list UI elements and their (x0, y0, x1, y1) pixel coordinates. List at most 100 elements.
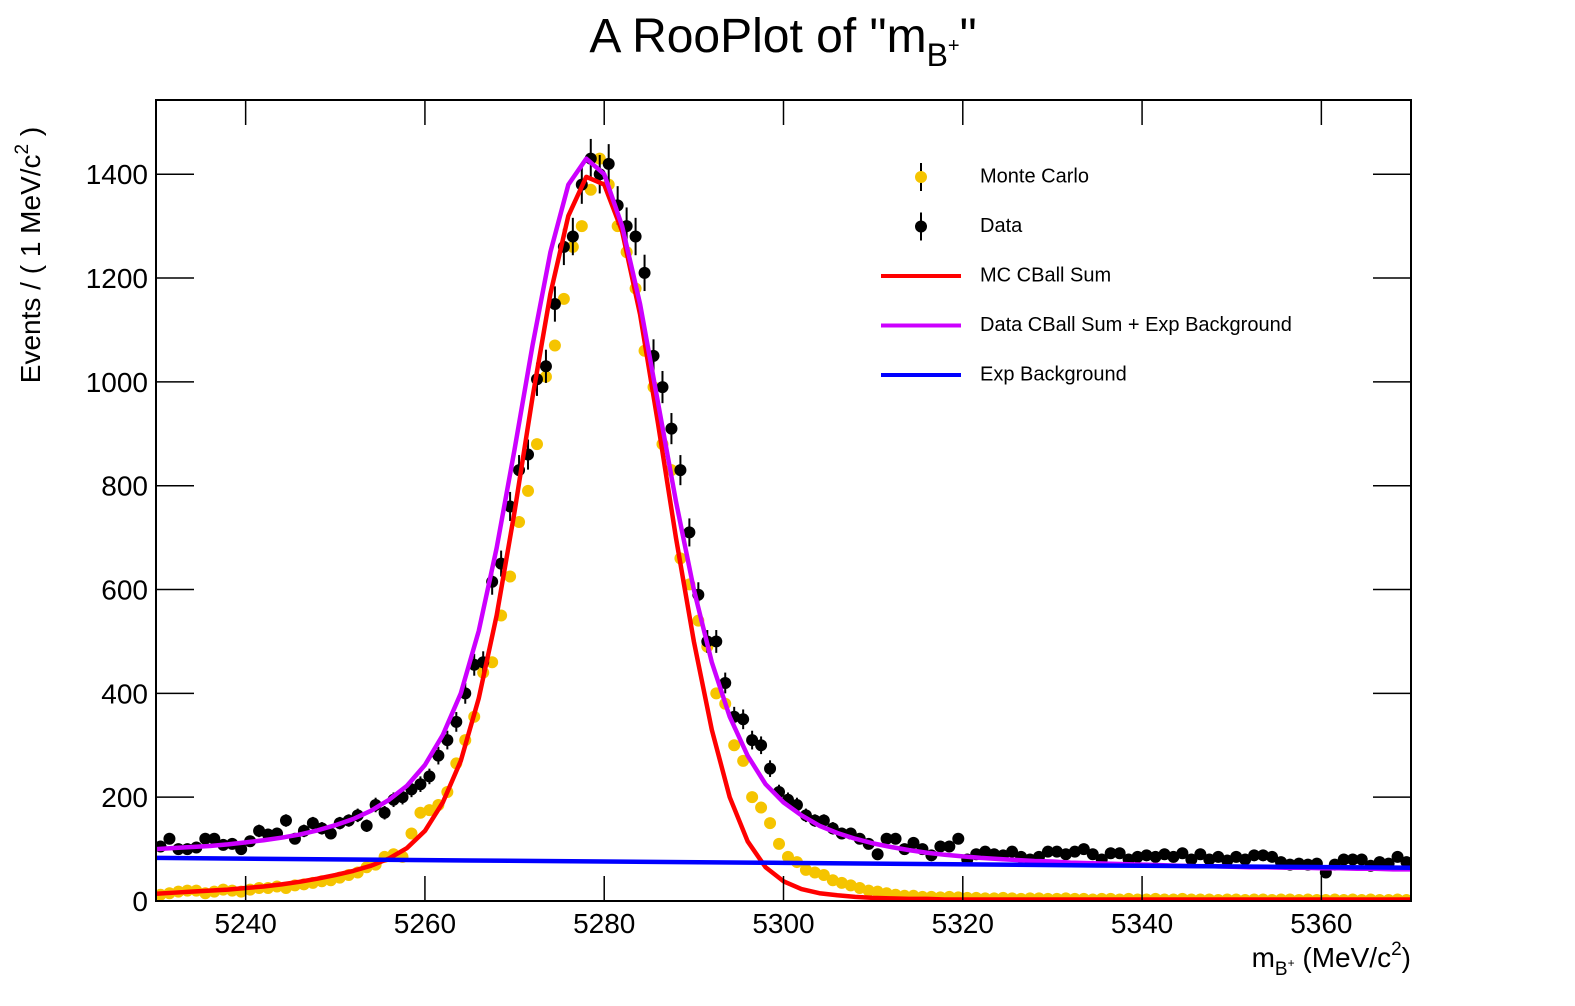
data-point (862, 884, 875, 897)
data-point (728, 739, 741, 752)
data-point (360, 819, 373, 832)
xlabel-end: ) (1402, 942, 1411, 973)
x-tick-label: 5360 (1290, 908, 1352, 939)
data-point (1104, 847, 1117, 860)
y-tick-label: 600 (101, 575, 148, 606)
data-point (737, 713, 750, 726)
data-point (683, 526, 696, 539)
data-point (1391, 850, 1404, 863)
data-point (306, 817, 319, 830)
data-point (674, 464, 687, 477)
data-point (548, 339, 561, 352)
xlabel-subscript-sup: + (1288, 956, 1295, 970)
data-point (539, 360, 552, 373)
ylabel-end: ) (15, 127, 46, 144)
y-axis-label: Events / ( 1 MeV/c2 ) (12, 127, 46, 383)
xlabel-unit: (MeV/c (1295, 942, 1391, 973)
curve (156, 855, 1411, 871)
data-point (324, 827, 337, 840)
data-point (781, 850, 794, 863)
data-point (602, 157, 615, 170)
data-point (817, 814, 830, 827)
xlabel-text: m (1252, 942, 1275, 973)
data-point (530, 438, 543, 451)
data-point (943, 840, 956, 853)
data-point (208, 832, 221, 845)
xlabel-subscript: B (1275, 959, 1288, 980)
data-point (1113, 847, 1126, 860)
data-point (1239, 853, 1252, 866)
data-point (656, 381, 669, 394)
y-tick-label: 1400 (86, 159, 148, 190)
data-point (584, 183, 597, 196)
data-point (235, 843, 248, 856)
data-point (1346, 853, 1359, 866)
legend-marker (915, 171, 927, 183)
data-point (1266, 850, 1279, 863)
data-point (665, 422, 678, 435)
data-point (889, 832, 902, 845)
data-point (1077, 843, 1090, 856)
chart-title: A RooPlot of "mB+" (589, 10, 976, 73)
plot-frame (155, 99, 1412, 902)
data-point (513, 516, 526, 529)
x-tick-label: 5340 (1111, 908, 1173, 939)
data-point (163, 832, 176, 845)
title-end: " (960, 10, 977, 63)
ylabel-text: Events / ( 1 MeV/c (15, 154, 46, 383)
y-tick-label: 400 (101, 678, 148, 709)
data-point (1185, 853, 1198, 866)
data-point (522, 484, 535, 497)
y-tick-label: 200 (101, 782, 148, 813)
x-axis-label: mB+ (MeV/c2) (1252, 939, 1411, 980)
data-point (557, 292, 570, 305)
data-point (719, 676, 732, 689)
data-point (1400, 856, 1411, 869)
data-point (755, 739, 768, 752)
data-point (575, 220, 588, 233)
legend-label: MC CBall Sum (980, 264, 1111, 286)
data-point (1086, 848, 1099, 861)
data-point (378, 806, 391, 819)
data-point (1006, 845, 1019, 858)
data-point (1373, 856, 1386, 869)
data-point (432, 749, 445, 762)
data-point (441, 734, 454, 747)
y-tick-label: 1200 (86, 263, 148, 294)
x-tick-label: 5280 (573, 908, 635, 939)
data-point (1041, 845, 1054, 858)
legend-label: Data (980, 215, 1023, 237)
y-tick-label: 800 (101, 471, 148, 502)
xlabel-unit-sup: 2 (1391, 939, 1402, 960)
data-point (773, 837, 786, 850)
data-point (638, 266, 651, 279)
data-point (746, 791, 759, 804)
data-point (504, 570, 517, 583)
data-point (1257, 849, 1270, 862)
data-point (710, 635, 723, 648)
legend-label: Exp Background (980, 363, 1127, 385)
data-point (764, 762, 777, 775)
data-point (871, 885, 884, 898)
data-point (1248, 849, 1261, 862)
data-point (764, 817, 777, 830)
y-tick-label: 0 (132, 886, 148, 917)
data-point (1355, 853, 1368, 866)
data-point (1140, 849, 1153, 862)
x-tick-label: 5240 (214, 908, 276, 939)
data-point (871, 848, 884, 861)
data-point (450, 715, 463, 728)
y-tick-label: 1000 (86, 367, 148, 398)
legend-label: Data CBall Sum + Exp Background (980, 314, 1292, 336)
legend-label: Monte Carlo (980, 165, 1089, 187)
data-point (907, 836, 920, 849)
title-subscript: B (927, 37, 948, 73)
data-point (423, 804, 436, 817)
data-point (566, 230, 579, 243)
series-points (156, 138, 1411, 879)
data-point (952, 832, 965, 845)
legend-marker (915, 220, 927, 233)
data-point (737, 754, 750, 767)
data-point (414, 778, 427, 791)
data-point (548, 298, 561, 311)
